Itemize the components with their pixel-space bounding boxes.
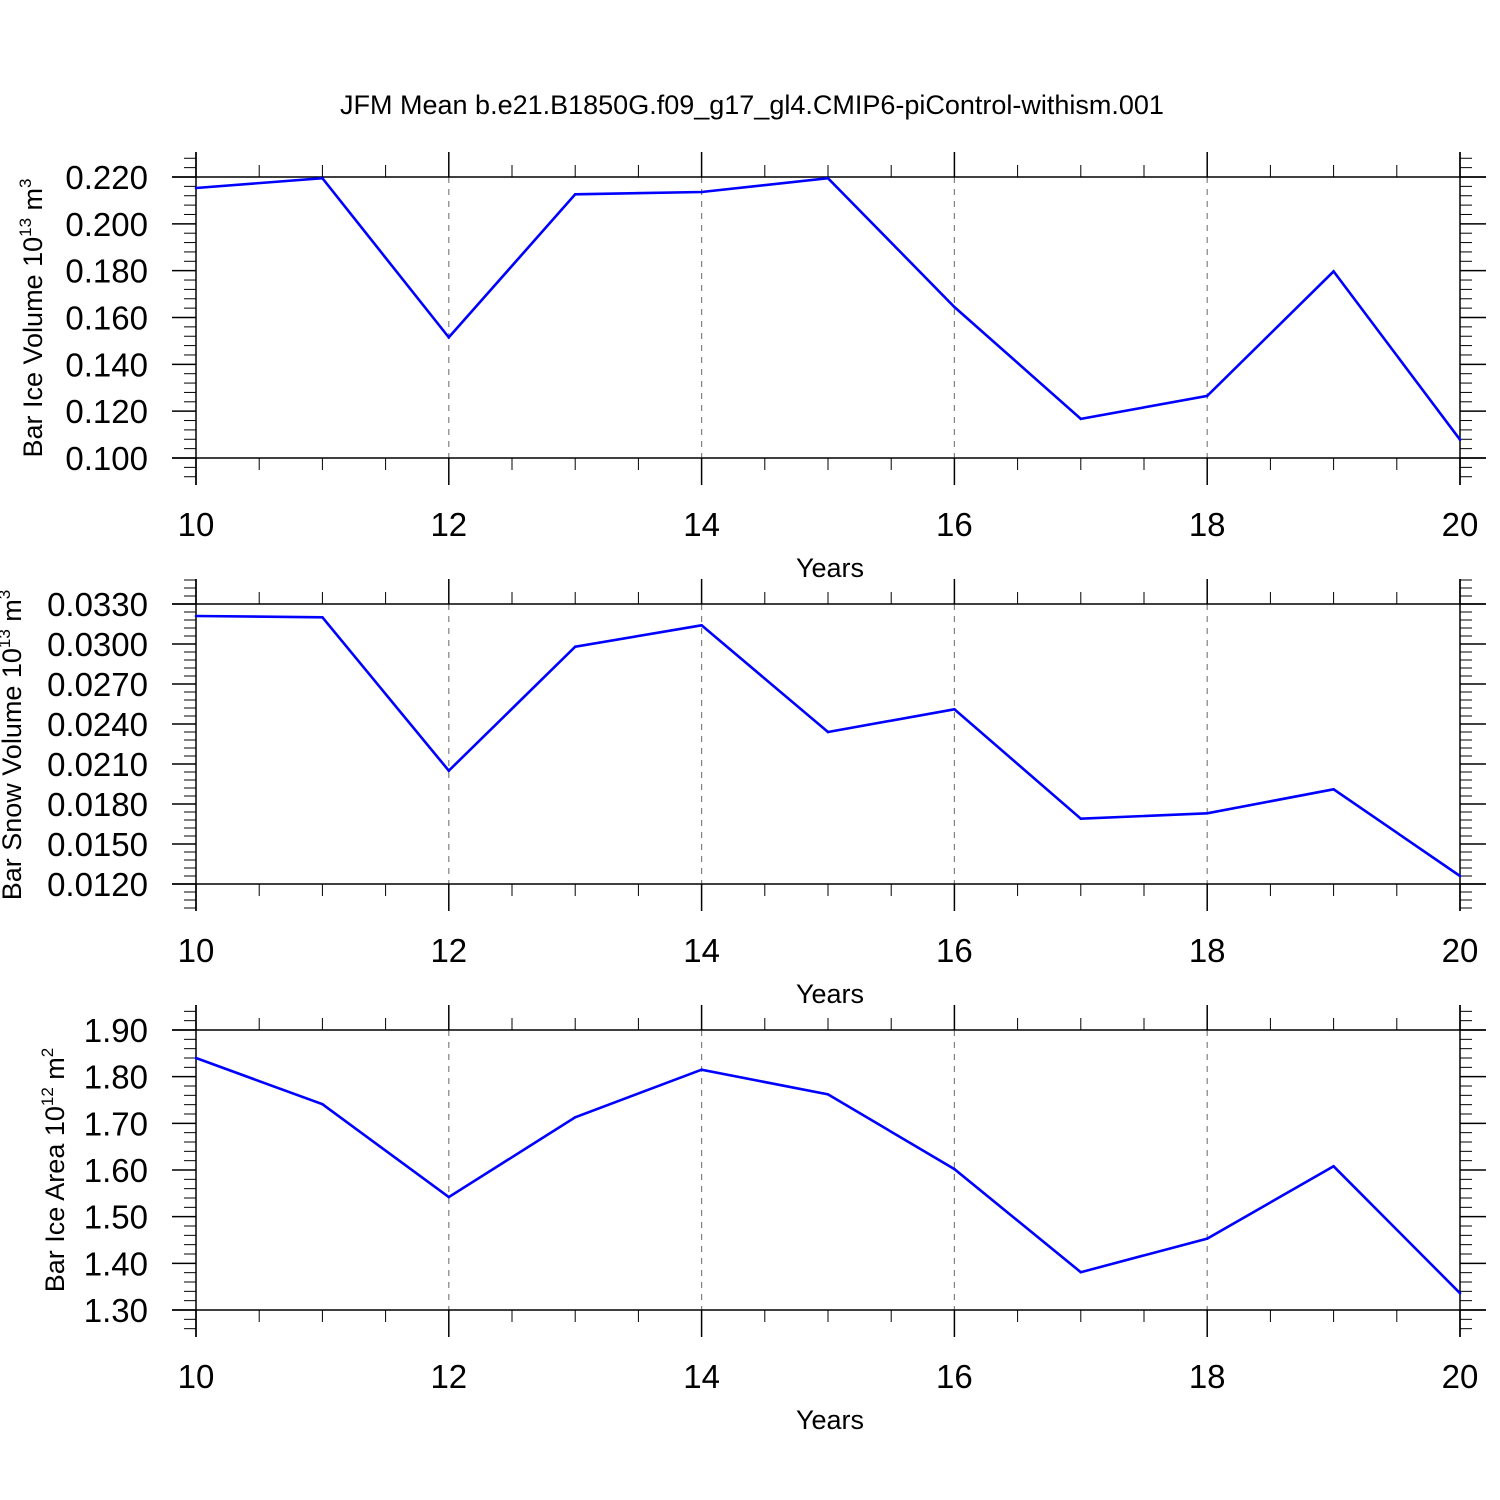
y-tick-label: 0.0240	[47, 706, 148, 743]
y-tick-label: 0.0180	[47, 786, 148, 823]
data-point	[321, 616, 324, 619]
x-tick-label: 10	[178, 506, 215, 543]
x-axis-label: Years	[796, 553, 864, 583]
y-axis-label-superscript: 3	[16, 178, 35, 187]
chart-title: JFM Mean b.e21.B1850G.f09_g17_gl4.CMIP6-…	[340, 90, 1164, 120]
y-tick-label: 0.0300	[47, 626, 148, 663]
data-point	[1332, 1165, 1335, 1168]
data-point	[700, 190, 703, 194]
y-tick-label: 0.120	[65, 393, 148, 430]
data-point	[194, 614, 198, 618]
y-tick-label: 0.0270	[47, 666, 148, 703]
y-tick-label: 1.90	[84, 1012, 148, 1049]
data-point	[1205, 1237, 1209, 1240]
x-tick-label: 14	[683, 506, 720, 543]
data-point	[194, 186, 198, 190]
panel-ice-area: 1.30 1.40 1.50 1.60 1.70 1.80 1.90 10 12 14 16 18 20…	[38, 1005, 1486, 1435]
y-axis-label-text: Bar Ice Area 10	[40, 1106, 70, 1292]
y-tick-label: 0.180	[65, 253, 148, 290]
x-tick-label: 18	[1189, 506, 1226, 543]
data-point	[953, 708, 956, 711]
data-point	[573, 1116, 577, 1119]
y-tick-label: 1.30	[84, 1292, 148, 1329]
x-tick-label: 20	[1442, 932, 1479, 969]
x-axis-label: Years	[796, 1405, 864, 1435]
data-point	[1205, 812, 1209, 815]
data-point	[447, 1195, 451, 1199]
data-point	[1079, 817, 1083, 820]
x-tick-label: 10	[178, 1358, 215, 1395]
y-axis-label-text: m	[40, 1057, 70, 1087]
y-axis-label-text: Bar Snow Volume 10	[0, 648, 27, 900]
x-tick-label: 18	[1189, 1358, 1226, 1395]
x-tick-label: 14	[683, 932, 720, 969]
x-tick-label: 16	[936, 1358, 973, 1395]
data-point	[1332, 270, 1335, 273]
y-axis-label: Bar Ice Area 1012 m2	[38, 1048, 70, 1293]
y-axis-label-text: m	[0, 599, 27, 629]
y-axis-label-superscript: 13	[0, 629, 14, 648]
data-point	[1079, 417, 1083, 421]
y-axis-label-superscript: 12	[38, 1087, 57, 1106]
data-point	[1458, 874, 1462, 878]
data-point	[321, 176, 324, 180]
y-axis-label: Bar Snow Volume 1013 m3	[0, 590, 27, 901]
data-point	[953, 1167, 956, 1171]
data-point	[826, 730, 830, 734]
data-point	[573, 193, 577, 196]
x-tick-label: 12	[430, 1358, 467, 1395]
y-tick-label: 0.200	[65, 206, 148, 243]
data-point	[573, 645, 577, 648]
data-point	[321, 1102, 324, 1106]
y-tick-label: 0.140	[65, 346, 148, 383]
data-point	[447, 336, 451, 339]
y-tick-label: 0.0150	[47, 826, 148, 863]
x-tick-label: 12	[430, 932, 467, 969]
data-point	[700, 1068, 703, 1071]
y-tick-label: 0.0330	[47, 586, 148, 623]
y-tick-label: 0.160	[65, 300, 148, 337]
x-tick-label: 16	[936, 506, 973, 543]
y-tick-label: 1.40	[84, 1245, 148, 1282]
y-tick-label: 0.220	[65, 159, 148, 196]
panel-ice-volume: 0.100 0.120 0.140 0.160 0.180 0.200 0.220 10 12 1…	[16, 152, 1486, 583]
y-tick-label: 1.50	[84, 1199, 148, 1236]
y-axis-label-text: Bar Ice Volume 10	[18, 237, 48, 458]
y-tick-label: 1.70	[84, 1105, 148, 1142]
x-tick-label: 12	[430, 506, 467, 543]
y-axis-label-text: m	[18, 188, 48, 218]
x-tick-label: 10	[178, 932, 215, 969]
panel-snow-volume: 0.01200.01500.01800.02100.02400.02700.03…	[0, 579, 1486, 1009]
y-axis-label-superscript: 3	[0, 590, 14, 599]
data-point	[194, 1056, 198, 1060]
data-point	[1205, 394, 1209, 398]
data-point	[1079, 1270, 1083, 1274]
x-tick-label: 16	[936, 932, 973, 969]
x-axis-label: Years	[796, 979, 864, 1009]
y-tick-label: 0.100	[65, 440, 148, 477]
y-tick-label: 1.60	[84, 1152, 148, 1189]
x-tick-label: 14	[683, 1358, 720, 1395]
y-axis-label-superscript: 13	[16, 218, 35, 237]
data-point	[826, 1093, 830, 1096]
data-point	[953, 305, 956, 309]
x-tick-label: 18	[1189, 932, 1226, 969]
y-tick-label: 0.0210	[47, 746, 148, 783]
y-tick-label: 1.80	[84, 1059, 148, 1096]
data-point	[826, 176, 830, 180]
data-point	[1458, 438, 1462, 442]
data-point	[700, 624, 703, 627]
data-point	[1332, 788, 1335, 791]
y-axis-label-superscript: 2	[38, 1048, 57, 1057]
x-tick-label: 20	[1442, 1358, 1479, 1395]
data-point	[1458, 1291, 1462, 1295]
data-point	[447, 769, 451, 772]
y-tick-label: 0.0120	[47, 866, 148, 903]
x-tick-label: 20	[1442, 506, 1479, 543]
y-axis-label: Bar Ice Volume 1013 m3	[16, 178, 48, 457]
